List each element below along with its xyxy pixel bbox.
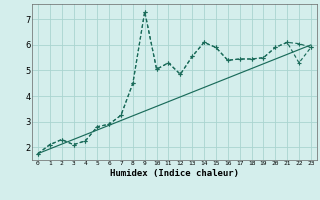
- X-axis label: Humidex (Indice chaleur): Humidex (Indice chaleur): [110, 169, 239, 178]
